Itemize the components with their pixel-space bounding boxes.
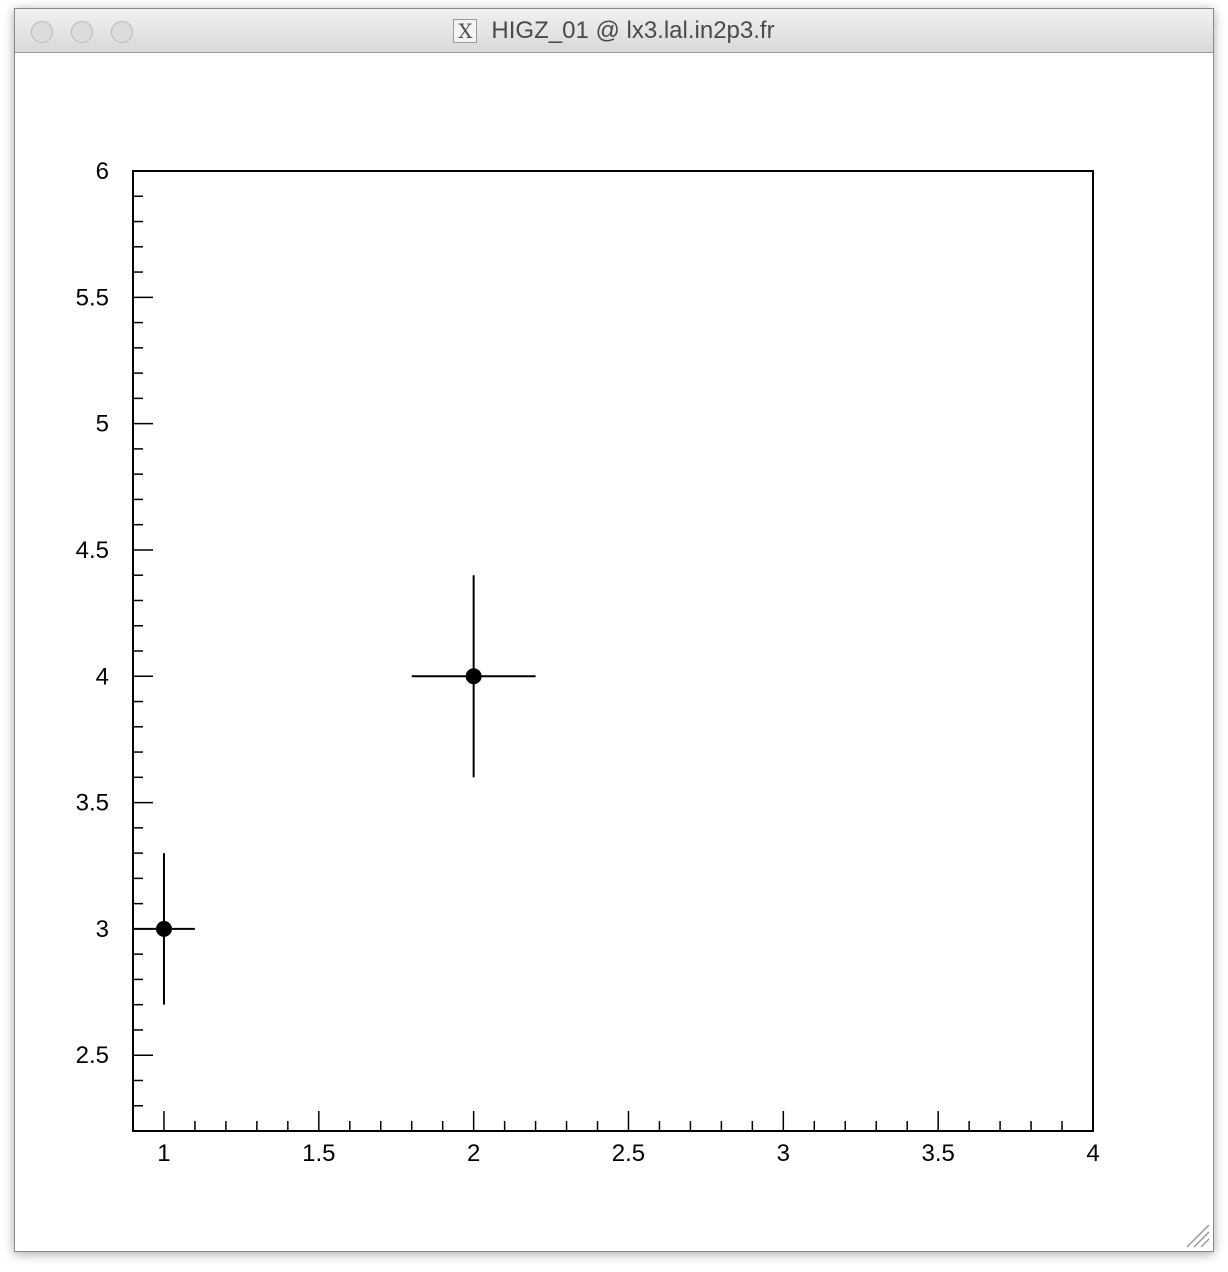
window-title: HIGZ_01 @ lx3.lal.in2p3.fr bbox=[491, 17, 775, 44]
x11-icon: X bbox=[453, 19, 478, 43]
data-point bbox=[133, 853, 195, 1005]
close-button[interactable] bbox=[31, 21, 53, 43]
y-tick-label: 2.5 bbox=[76, 1042, 109, 1069]
x11-window: X HIGZ_01 @ lx3.lal.in2p3.fr 1 1.5 2 2.5 3 3.… bbox=[14, 8, 1214, 1252]
x-tick-label: 3 bbox=[777, 1140, 790, 1167]
zoom-button[interactable] bbox=[111, 21, 133, 43]
data-points bbox=[133, 575, 536, 1005]
title-group: X HIGZ_01 @ lx3.lal.in2p3.fr bbox=[15, 9, 1213, 53]
x-tick-label: 4 bbox=[1086, 1140, 1099, 1167]
y-tick-label: 4.5 bbox=[76, 537, 109, 564]
axis-ticks bbox=[132, 170, 1094, 1132]
minimize-button[interactable] bbox=[71, 21, 93, 43]
chart: 1 1.5 2 2.5 3 3.5 4 2.5 3 3.5 4 4.5 5 5.5 6 bbox=[76, 158, 1100, 1167]
resize-grip-icon[interactable] bbox=[1183, 1221, 1211, 1249]
x-tick-label: 3.5 bbox=[921, 1140, 954, 1167]
y-tick-label: 3.5 bbox=[76, 790, 109, 817]
y-tick-label: 5.5 bbox=[76, 284, 109, 311]
y-tick-label: 5 bbox=[96, 411, 109, 438]
x-tick-label: 2.5 bbox=[612, 1140, 645, 1167]
y-tick-label: 3 bbox=[96, 916, 109, 943]
data-point bbox=[411, 575, 536, 778]
x-tick-label: 2 bbox=[467, 1140, 480, 1167]
y-tick-label: 4 bbox=[96, 663, 109, 690]
plot-canvas: 1 1.5 2 2.5 3 3.5 4 2.5 3 3.5 4 4.5 5 5.5 6 bbox=[15, 53, 1213, 1251]
title-bar[interactable]: X HIGZ_01 @ lx3.lal.in2p3.fr bbox=[15, 9, 1213, 53]
x-tick-label: 1.5 bbox=[302, 1140, 335, 1167]
x-tick-label: 1 bbox=[157, 1140, 170, 1167]
tick-labels: 1 1.5 2 2.5 3 3.5 4 2.5 3 3.5 4 4.5 5 5.5 6 bbox=[76, 158, 1100, 1167]
point-marker bbox=[155, 920, 172, 937]
point-marker bbox=[465, 668, 482, 685]
y-tick-label: 6 bbox=[96, 158, 109, 185]
plot-frame bbox=[132, 170, 1094, 1132]
